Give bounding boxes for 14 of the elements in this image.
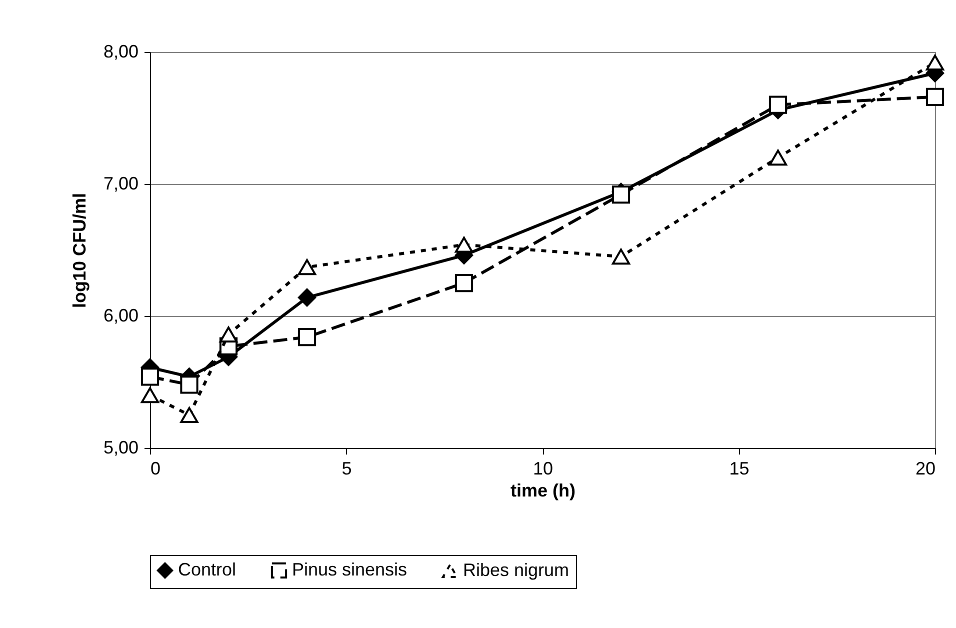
x-tick-label: 15 bbox=[729, 458, 750, 478]
x-tick-label: 10 bbox=[532, 458, 554, 478]
y-tick-label: 8,00 bbox=[103, 42, 138, 62]
x-tick-label: 5 bbox=[342, 458, 352, 478]
x-tick-label: 20 bbox=[915, 458, 936, 478]
legend-label: Control bbox=[178, 559, 236, 580]
legend-label: Ribes nigrum bbox=[463, 560, 570, 580]
legend-label: Pinus sinensis bbox=[292, 559, 408, 580]
x-axis-title: time (h) bbox=[510, 480, 576, 500]
y-axis-title: log10 CFU/ml bbox=[69, 192, 90, 308]
y-tick-label: 7,00 bbox=[103, 174, 138, 194]
y-tick-label: 5,00 bbox=[103, 438, 138, 458]
x-tick-label: 0 bbox=[150, 458, 161, 478]
y-tick-label: 6,00 bbox=[103, 306, 138, 326]
